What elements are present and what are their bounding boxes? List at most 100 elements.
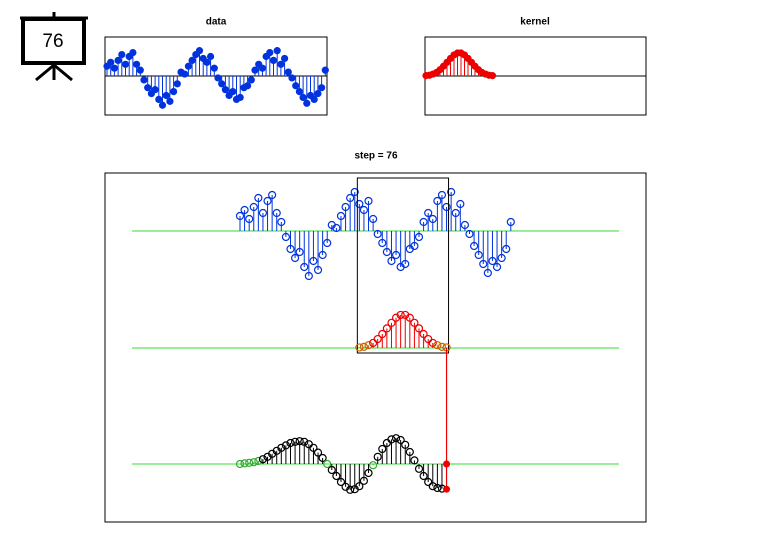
- stem-marker: [378, 238, 387, 248]
- current-marker: [443, 485, 451, 493]
- stem-marker: [188, 56, 196, 65]
- stem-marker: [268, 190, 277, 200]
- stem-marker: [314, 89, 322, 98]
- stem-marker: [295, 247, 304, 257]
- stem-marker: [144, 84, 152, 92]
- stem-marker: [286, 244, 295, 254]
- stem-marker: [133, 60, 141, 68]
- stem-marker: [245, 458, 254, 467]
- stem-marker: [387, 435, 396, 444]
- stem-marker: [254, 456, 263, 466]
- stem-marker: [419, 329, 428, 339]
- stem-marker: [350, 187, 359, 197]
- stem-marker: [273, 47, 281, 55]
- stem-marker: [258, 64, 266, 72]
- stem-marker: [114, 56, 122, 65]
- stem-marker: [373, 452, 382, 461]
- stem-marker: [428, 482, 437, 491]
- stem-marker: [355, 199, 364, 209]
- stem-marker: [292, 82, 300, 90]
- stem-marker: [284, 68, 292, 76]
- stem-marker: [465, 229, 474, 239]
- stem-marker: [318, 453, 327, 463]
- stem-marker: [110, 64, 119, 72]
- stem-marker: [107, 58, 115, 66]
- stem-marker: [249, 202, 258, 212]
- stem-marker: [451, 208, 460, 218]
- stem-marker: [414, 232, 424, 242]
- stem-marker: [327, 465, 336, 475]
- stem-marker: [290, 437, 300, 446]
- stem-marker: [401, 440, 410, 449]
- stem-marker: [474, 250, 483, 260]
- stem-marker: [155, 95, 163, 104]
- stem-marker: [214, 74, 222, 82]
- stem-marker: [419, 217, 428, 227]
- stem-marker: [373, 334, 382, 344]
- stem-marker: [414, 464, 424, 473]
- stem-marker: [151, 86, 159, 94]
- stem-marker: [300, 262, 309, 272]
- stem-marker: [166, 97, 174, 105]
- icon-label: 76: [42, 31, 63, 52]
- stem-marker: [479, 259, 488, 269]
- stem-marker: [129, 48, 137, 57]
- stem-marker: [286, 438, 295, 448]
- stem-marker: [162, 91, 170, 100]
- stem-marker: [235, 459, 245, 469]
- stem-marker: [300, 437, 309, 446]
- stem-marker: [447, 187, 456, 197]
- stem-marker: [378, 329, 387, 339]
- current-marker: [443, 460, 451, 468]
- stem-marker: [258, 455, 268, 464]
- stem-marker: [369, 461, 378, 470]
- window: [356, 177, 450, 354]
- stem-marker: [428, 214, 437, 224]
- stem-marker: [346, 485, 355, 494]
- stem-marker: [483, 268, 492, 278]
- stem-marker: [391, 434, 401, 443]
- stem-marker: [281, 441, 290, 450]
- stem-marker: [387, 256, 396, 266]
- stem-marker: [303, 99, 311, 107]
- stem-marker: [277, 217, 286, 227]
- stem-marker: [136, 66, 144, 74]
- stem-marker: [364, 196, 373, 206]
- stem-marker: [442, 202, 451, 212]
- stem-marker: [332, 471, 341, 481]
- stem-marker: [359, 342, 369, 351]
- stem-marker: [433, 483, 442, 493]
- stem-marker: [218, 80, 226, 88]
- stem-marker: [401, 259, 410, 269]
- stem-marker: [405, 447, 414, 457]
- chart-title: kernel: [520, 17, 550, 28]
- stem-marker: [433, 341, 442, 350]
- stem-marker: [488, 72, 497, 80]
- stem-marker: [428, 338, 437, 348]
- stem-marker: [184, 62, 192, 70]
- stem-marker: [321, 66, 329, 74]
- stem-marker: [382, 247, 391, 257]
- stem-marker: [382, 324, 391, 333]
- stem-marker: [396, 310, 405, 320]
- stem-marker: [221, 86, 229, 94]
- stem-marker: [373, 229, 382, 239]
- stem-marker: [277, 60, 285, 68]
- stem-marker: [295, 87, 303, 96]
- stem-marker: [437, 342, 447, 351]
- stem-marker: [336, 211, 346, 221]
- stem-marker: [281, 54, 289, 63]
- stem-marker: [251, 66, 259, 74]
- stem-marker: [502, 244, 511, 254]
- stem-marker: [506, 217, 515, 227]
- stem-marker: [469, 241, 479, 251]
- stem-marker: [207, 52, 215, 61]
- stem-marker: [387, 318, 396, 327]
- stem-marker: [170, 87, 178, 96]
- stem-marker: [173, 80, 181, 88]
- stem-marker: [391, 250, 401, 260]
- stem-marker: [410, 318, 419, 327]
- stem-marker: [269, 56, 278, 65]
- stem-marker: [378, 444, 387, 454]
